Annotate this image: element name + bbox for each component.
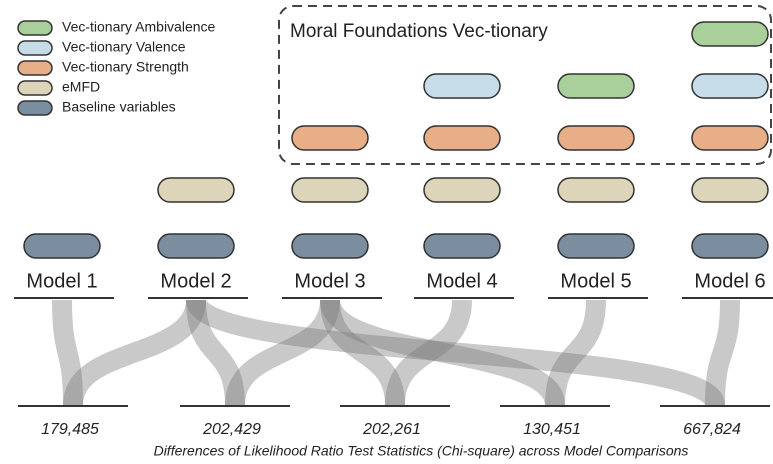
model-label: Model 5 bbox=[560, 270, 631, 292]
variable-pill bbox=[291, 233, 369, 259]
variable-pill bbox=[291, 177, 369, 203]
flow bbox=[63, 298, 206, 407]
legend-label: Baseline variables bbox=[62, 99, 176, 115]
variable-pill bbox=[691, 73, 769, 99]
flow bbox=[705, 299, 740, 406]
legend-label: Vec-tionary Valence bbox=[62, 39, 186, 55]
caption: Differences of Likelihood Ratio Test Sta… bbox=[154, 443, 689, 459]
variable-pill bbox=[691, 125, 769, 151]
variable-pill bbox=[423, 73, 501, 99]
flow bbox=[385, 299, 472, 406]
variable-pill bbox=[423, 125, 501, 151]
flow bbox=[52, 299, 83, 406]
flow bbox=[225, 299, 340, 406]
model-label: Model 3 bbox=[294, 270, 365, 292]
flow bbox=[186, 299, 245, 406]
variable-pill bbox=[557, 177, 635, 203]
variable-pill bbox=[691, 177, 769, 203]
comparison-value: 667,824 bbox=[683, 421, 741, 438]
legend-label: eMFD bbox=[62, 79, 100, 95]
legend-label: Vec-tionary Ambivalence bbox=[62, 19, 216, 35]
variable-pill bbox=[691, 21, 769, 47]
legend-swatch bbox=[17, 100, 53, 116]
variable-pill bbox=[291, 125, 369, 151]
vectionary-box bbox=[278, 5, 772, 165]
legend-label: Vec-tionary Strength bbox=[62, 59, 189, 75]
variable-pill bbox=[157, 233, 235, 259]
legend-swatch bbox=[17, 80, 53, 96]
model-label: Model 4 bbox=[426, 270, 497, 292]
variable-pill bbox=[157, 177, 235, 203]
legend-swatch bbox=[17, 40, 53, 56]
comparison-value: 202,261 bbox=[362, 421, 421, 438]
flow bbox=[186, 296, 725, 409]
comparison-value: 202,429 bbox=[202, 421, 261, 438]
legend-swatch bbox=[17, 60, 53, 76]
variable-pill bbox=[557, 73, 635, 99]
flow bbox=[545, 299, 606, 406]
model-label: Model 2 bbox=[160, 270, 231, 292]
flow bbox=[320, 298, 565, 407]
comparison-value: 130,451 bbox=[523, 421, 581, 438]
flow bbox=[320, 299, 405, 406]
comparison-value: 179,485 bbox=[41, 421, 99, 438]
legend-swatch bbox=[17, 20, 53, 36]
box-title: Moral Foundations Vec-tionary bbox=[290, 21, 548, 42]
variable-pill bbox=[423, 233, 501, 259]
variable-pill bbox=[691, 233, 769, 259]
model-label: Model 6 bbox=[694, 270, 765, 292]
variable-pill bbox=[557, 125, 635, 151]
variable-pill bbox=[557, 233, 635, 259]
variable-pill bbox=[423, 177, 501, 203]
model-label: Model 1 bbox=[26, 270, 97, 292]
variable-pill bbox=[23, 233, 101, 259]
